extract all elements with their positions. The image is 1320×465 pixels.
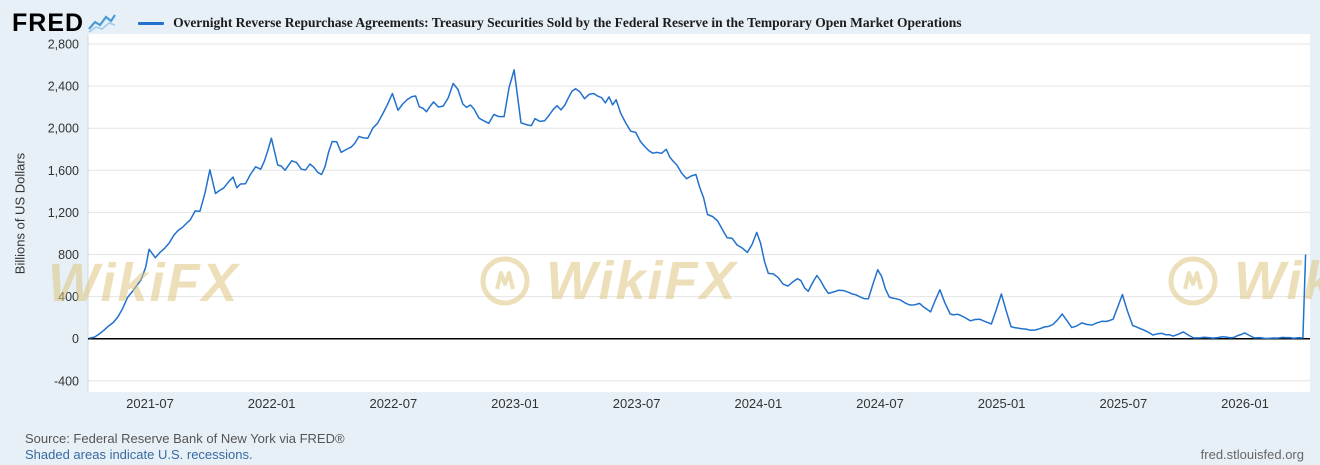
x-tick-label: 2025-01 (978, 396, 1026, 411)
chart-legend: Overnight Reverse Repurchase Agreements:… (138, 15, 961, 31)
fred-sparkline-icon (88, 14, 116, 33)
x-tick-label: 2022-01 (248, 396, 296, 411)
fred-logo[interactable]: FRED (12, 8, 116, 37)
recession-note-link[interactable]: Shaded areas indicate U.S. recessions. (25, 447, 253, 462)
x-tick-label: 2022-07 (369, 396, 417, 411)
y-tick-label: 800 (58, 248, 79, 262)
data-line (89, 69, 1307, 340)
y-tick-label: -400 (54, 374, 79, 388)
y-axis-title: Billions of US Dollars (12, 152, 28, 275)
chart-title[interactable]: Overnight Reverse Repurchase Agreements:… (173, 15, 962, 30)
y-tick-label: 2,800 (48, 38, 79, 52)
plot-background (88, 34, 1310, 392)
y-tick-label: 1,600 (48, 164, 79, 178)
source-attribution: Source: Federal Reserve Bank of New York… (25, 431, 345, 446)
x-tick-label: 2024-01 (734, 396, 782, 411)
fred-site-link[interactable]: fred.stlouisfed.org (1200, 447, 1304, 462)
x-tick-label: 2021-07 (126, 396, 174, 411)
y-tick-label: 2,400 (48, 80, 79, 94)
x-tick-label: 2025-07 (1099, 396, 1147, 411)
x-tick-label: 2026-01 (1221, 396, 1269, 411)
y-tick-label: 0 (72, 332, 79, 346)
y-tick-label: 400 (58, 290, 79, 304)
y-tick-label: 1,200 (48, 206, 79, 220)
fred-logo-text: FRED (12, 8, 85, 37)
x-tick-label: 2024-07 (856, 396, 904, 411)
legend-line-swatch (138, 21, 165, 25)
chart-header: FRED Overnight Reverse Repurchase Agreem… (12, 8, 961, 38)
x-tick-label: 2023-07 (613, 396, 661, 411)
x-tick-label: 2023-01 (491, 396, 539, 411)
y-tick-label: 2,000 (48, 122, 79, 136)
